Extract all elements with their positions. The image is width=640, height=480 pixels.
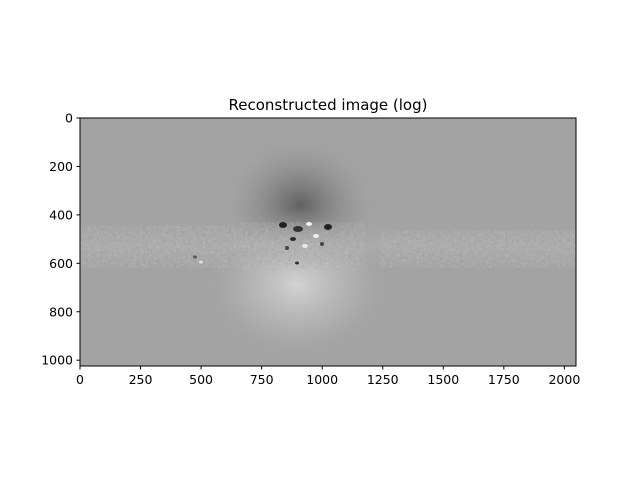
x-tick-label: 1250 xyxy=(367,372,399,387)
y-axis: 0 200 400 600 800 1000 xyxy=(41,111,80,368)
x-tick-label: 1000 xyxy=(306,372,338,387)
chart-title: Reconstructed image (log) xyxy=(229,96,428,114)
y-tick-label: 400 xyxy=(49,207,73,222)
x-tick-label: 1750 xyxy=(488,372,520,387)
y-tick-label: 200 xyxy=(49,159,73,174)
x-tick-label: 500 xyxy=(189,372,213,387)
x-tick-label: 0 xyxy=(76,372,84,387)
plot-frame xyxy=(79,117,577,367)
x-tick-label: 2000 xyxy=(548,372,580,387)
x-tick-label: 750 xyxy=(250,372,274,387)
heatmap-image xyxy=(80,118,576,366)
y-tick-label: 0 xyxy=(65,111,73,126)
core-features xyxy=(193,222,332,265)
x-axis: 0 250 500 750 1000 1250 1500 1750 2000 xyxy=(76,366,580,387)
y-tick-label: 800 xyxy=(49,304,73,319)
y-tick-label: 600 xyxy=(49,256,73,271)
x-tick-label: 1500 xyxy=(427,372,459,387)
x-tick-label: 250 xyxy=(129,372,153,387)
y-tick-label: 1000 xyxy=(41,353,73,368)
